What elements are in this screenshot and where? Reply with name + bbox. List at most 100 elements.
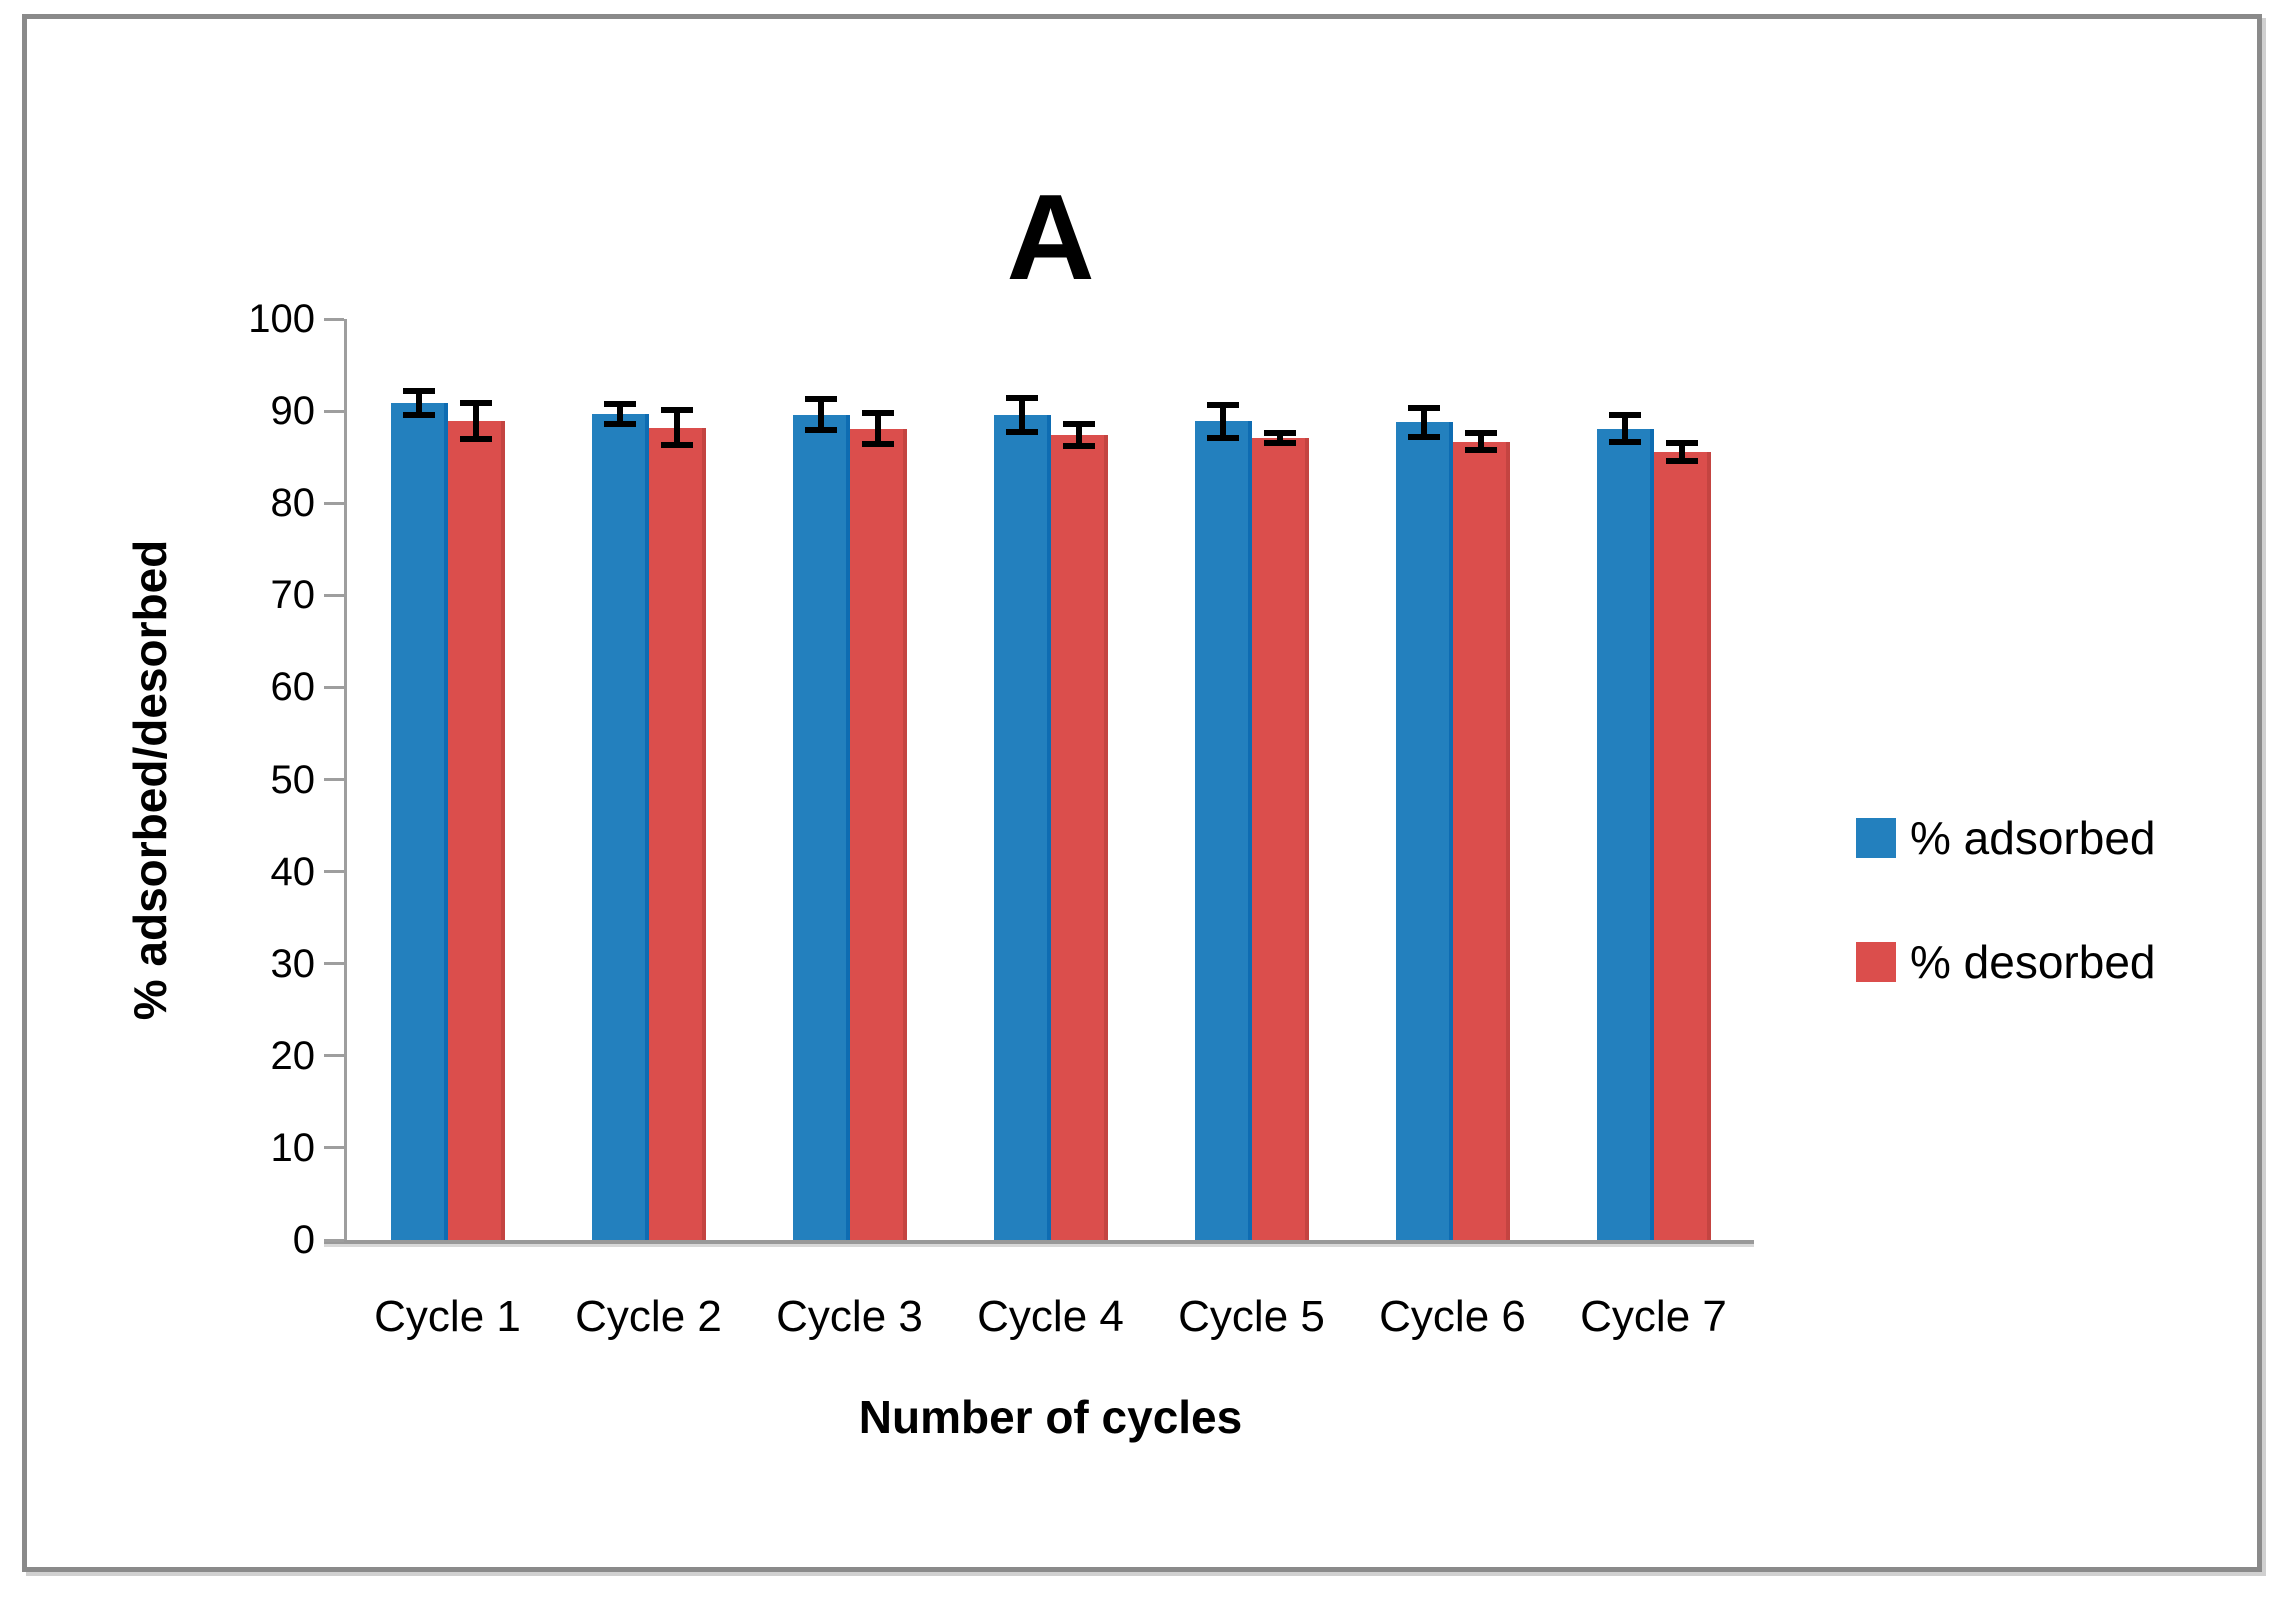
bar-desorbed bbox=[648, 427, 706, 1240]
error-bar-cap-bottom bbox=[1465, 446, 1497, 453]
error-bar-cap-bottom bbox=[661, 441, 693, 448]
y-tick-label: 20 bbox=[270, 1033, 316, 1078]
bar-group: Cycle 2 bbox=[548, 319, 749, 1341]
error-bar-cap-top bbox=[604, 400, 636, 407]
bar-desorbed bbox=[1452, 441, 1510, 1240]
y-axis-tick bbox=[324, 409, 344, 413]
error-bar-cap-top bbox=[1063, 421, 1095, 428]
error-bar bbox=[1063, 421, 1095, 449]
category-label: Cycle 3 bbox=[776, 1292, 923, 1341]
y-axis-tick bbox=[324, 501, 344, 505]
bar-adsorbed bbox=[1395, 422, 1453, 1240]
bar-group: Cycle 3 bbox=[749, 319, 950, 1341]
bar-desorbed bbox=[849, 428, 907, 1240]
legend-swatch-icon bbox=[1856, 942, 1896, 982]
y-tick-label: 70 bbox=[270, 573, 316, 618]
y-tick-label: 60 bbox=[270, 665, 316, 710]
figure-border bbox=[22, 14, 2262, 1572]
bar-adsorbed bbox=[1194, 421, 1252, 1240]
y-tick-label: 80 bbox=[270, 481, 316, 526]
category-label: Cycle 7 bbox=[1580, 1292, 1727, 1341]
legend: % adsorbed % desorbed bbox=[1856, 810, 2156, 990]
y-tick-label: 50 bbox=[270, 757, 316, 802]
y-axis-tick bbox=[324, 317, 344, 321]
error-bar bbox=[1264, 429, 1296, 447]
y-tick-label: 0 bbox=[292, 1218, 315, 1262]
x-axis-line bbox=[324, 1240, 1754, 1244]
error-bar-cap-top bbox=[1264, 429, 1296, 436]
bar-adsorbed bbox=[591, 413, 649, 1240]
y-axis-tick bbox=[324, 778, 344, 781]
bar-desorbed bbox=[1050, 435, 1108, 1240]
error-bar bbox=[1006, 394, 1038, 436]
error-bar-cap-top bbox=[1465, 430, 1497, 437]
y-axis-line bbox=[344, 319, 347, 1240]
y-tick-label: 90 bbox=[270, 389, 316, 434]
y-axis-tick bbox=[324, 870, 344, 874]
error-bar bbox=[862, 410, 894, 447]
legend-label: % desorbed bbox=[1910, 936, 2156, 988]
error-bar bbox=[1408, 404, 1440, 440]
y-tick-label: 10 bbox=[270, 1125, 316, 1170]
bar-adsorbed bbox=[390, 402, 448, 1240]
y-axis-title: % adsorbed/desorbed bbox=[124, 539, 176, 1021]
category-label: Cycle 2 bbox=[575, 1292, 722, 1341]
bar-group: Cycle 7 bbox=[1553, 319, 1754, 1341]
y-tick-label: 40 bbox=[270, 849, 316, 894]
category-label: Cycle 4 bbox=[977, 1292, 1124, 1341]
error-bar-cap-top bbox=[1207, 401, 1239, 408]
bar-group: Cycle 6 bbox=[1352, 319, 1553, 1341]
error-bar-cap-top bbox=[661, 407, 693, 414]
error-bar-cap-bottom bbox=[1006, 429, 1038, 436]
bar-adsorbed bbox=[993, 414, 1051, 1240]
error-bar-cap-top bbox=[1006, 394, 1038, 401]
error-bar bbox=[1609, 412, 1641, 446]
x-axis-title: Number of cycles bbox=[858, 1391, 1243, 1443]
bar-desorbed bbox=[447, 421, 505, 1240]
error-bar-cap-top bbox=[403, 388, 435, 395]
legend-item: % adsorbed bbox=[1856, 810, 2156, 866]
error-bar-cap-top bbox=[1408, 404, 1440, 411]
chart-title: A bbox=[1006, 169, 1095, 305]
error-bar-cap-bottom bbox=[805, 427, 837, 434]
error-bar-cap-top bbox=[805, 396, 837, 403]
bar-group: Cycle 4 bbox=[950, 319, 1151, 1341]
legend-swatch-icon bbox=[1856, 818, 1896, 858]
error-bar bbox=[403, 388, 435, 418]
error-bar bbox=[604, 400, 636, 427]
bar-group: Cycle 1 bbox=[347, 319, 548, 1341]
bar-desorbed bbox=[1653, 451, 1711, 1240]
error-bar-cap-bottom bbox=[862, 441, 894, 447]
error-bar-cap-bottom bbox=[403, 411, 435, 418]
error-bar-cap-bottom bbox=[1408, 433, 1440, 440]
error-bar bbox=[460, 400, 492, 443]
error-bar-cap-bottom bbox=[460, 436, 492, 443]
error-bar-cap-bottom bbox=[1264, 440, 1296, 447]
y-axis-tick bbox=[324, 1054, 344, 1058]
error-bar bbox=[1465, 430, 1497, 453]
error-bar-cap-bottom bbox=[1609, 439, 1641, 446]
y-axis-tick bbox=[324, 1146, 344, 1150]
category-label: Cycle 5 bbox=[1178, 1292, 1325, 1341]
bar-group: Cycle 5 bbox=[1151, 319, 1352, 1341]
y-axis-tick bbox=[324, 685, 344, 689]
y-axis-tick bbox=[324, 1238, 344, 1242]
legend-label: % adsorbed bbox=[1910, 812, 2156, 864]
bar-adsorbed bbox=[1596, 428, 1654, 1240]
y-tick-label: 30 bbox=[270, 941, 316, 986]
category-label: Cycle 6 bbox=[1379, 1292, 1526, 1341]
error-bar-cap-top bbox=[1609, 412, 1641, 419]
legend-item: % desorbed bbox=[1856, 934, 2156, 990]
error-bar bbox=[1207, 401, 1239, 441]
error-bar-cap-bottom bbox=[604, 420, 636, 427]
error-bar-cap-bottom bbox=[1207, 434, 1239, 441]
error-bar bbox=[1666, 439, 1698, 464]
error-bar bbox=[805, 396, 837, 434]
y-tick-label: 100 bbox=[248, 297, 315, 341]
bar-adsorbed bbox=[792, 414, 850, 1240]
plot-area: 0 10 20 30 40 50 60 70 80 90 100 Cycle 1 Cycle 2 Cycl… bbox=[248, 297, 1754, 1341]
y-axis-tick bbox=[324, 593, 344, 597]
error-bar bbox=[661, 407, 693, 448]
bar-desorbed bbox=[1251, 437, 1309, 1240]
